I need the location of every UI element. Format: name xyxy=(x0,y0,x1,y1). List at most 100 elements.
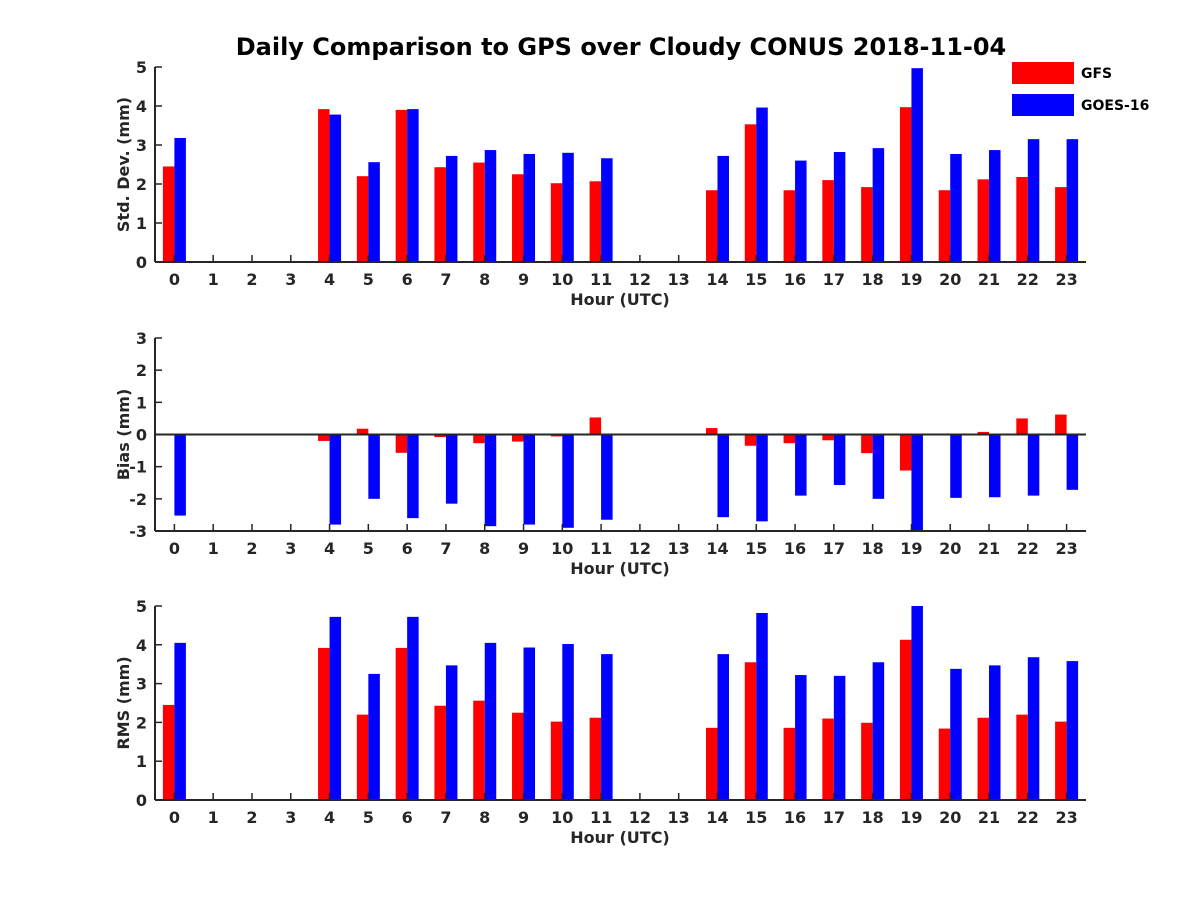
y-tick-label: 5 xyxy=(136,597,147,616)
bar-goes16-0 xyxy=(174,434,186,516)
bar-gfs-11 xyxy=(589,417,602,435)
bar-goes16-5 xyxy=(368,434,380,499)
x-tick-label: 3 xyxy=(285,539,296,558)
bar-gfs-0 xyxy=(162,704,175,800)
x-tick-label: 22 xyxy=(1017,270,1039,289)
bar-gfs-4 xyxy=(318,109,330,263)
bar-gfs-8 xyxy=(473,434,485,444)
y-tick-label: 0 xyxy=(136,426,147,445)
bar-gfs-4 xyxy=(318,434,330,441)
bar-goes16-15 xyxy=(756,434,768,522)
x-axis-label: Hour (UTC) xyxy=(570,559,670,578)
legend-swatch-gfs xyxy=(1012,62,1074,84)
x-tick-label: 13 xyxy=(668,270,690,289)
x-tick-label: 21 xyxy=(978,539,1000,558)
legend-swatch-goes16 xyxy=(1012,94,1074,116)
bar-goes16-14 xyxy=(717,155,729,262)
x-tick-label: 22 xyxy=(1017,808,1039,827)
y-tick-label: 1 xyxy=(136,214,147,233)
bar-gfs-6 xyxy=(395,109,408,263)
bar-gfs-8 xyxy=(473,162,485,262)
bar-gfs-8 xyxy=(473,700,485,800)
bar-gfs-16 xyxy=(783,727,796,800)
x-tick-label: 10 xyxy=(551,539,573,558)
x-tick-label: 12 xyxy=(629,808,651,827)
x-tick-label: 15 xyxy=(745,270,767,289)
y-tick-label: -2 xyxy=(129,490,147,509)
bar-goes16-20 xyxy=(950,434,962,498)
x-tick-label: 11 xyxy=(590,808,612,827)
x-tick-label: 6 xyxy=(402,270,413,289)
y-axis-label: RMS (mm) xyxy=(114,656,133,749)
x-tick-label: 9 xyxy=(518,539,529,558)
bar-gfs-23 xyxy=(1055,187,1067,262)
bar-gfs-10 xyxy=(550,183,563,262)
x-tick-label: 7 xyxy=(440,539,451,558)
bar-goes16-18 xyxy=(872,434,885,499)
bar-goes16-23 xyxy=(1066,139,1079,262)
bar-gfs-7 xyxy=(434,167,446,262)
bar-goes16-21 xyxy=(989,150,1001,262)
bar-goes16-8 xyxy=(484,434,497,527)
y-axis-label: Std. Dev. (mm) xyxy=(114,97,133,232)
bar-goes16-5 xyxy=(368,162,380,262)
bar-goes16-4 xyxy=(329,114,342,262)
bar-goes16-9 xyxy=(523,647,536,800)
x-tick-label: 20 xyxy=(939,808,961,827)
x-tick-label: 23 xyxy=(1055,808,1077,827)
bar-goes16-15 xyxy=(756,612,768,800)
bar-goes16-11 xyxy=(601,434,613,520)
bar-goes16-20 xyxy=(950,153,962,262)
x-tick-label: 19 xyxy=(900,808,922,827)
bar-gfs-15 xyxy=(744,662,757,800)
bar-gfs-15 xyxy=(744,124,757,262)
bar-goes16-23 xyxy=(1066,661,1079,800)
bar-gfs-16 xyxy=(783,190,796,262)
bar-goes16-15 xyxy=(756,107,768,262)
x-tick-label: 5 xyxy=(363,539,374,558)
x-tick-label: 8 xyxy=(479,270,490,289)
x-tick-label: 19 xyxy=(900,270,922,289)
bar-gfs-17 xyxy=(822,434,834,441)
bar-goes16-6 xyxy=(407,434,419,519)
bar-gfs-14 xyxy=(705,727,718,800)
bar-gfs-21 xyxy=(977,431,990,435)
bar-goes16-11 xyxy=(601,654,613,800)
bar-goes16-19 xyxy=(911,68,923,262)
bar-gfs-19 xyxy=(899,434,912,471)
bar-goes16-17 xyxy=(833,152,846,262)
bar-gfs-9 xyxy=(512,712,524,800)
y-tick-label: 3 xyxy=(136,675,147,694)
legend-label-goes16: GOES-16 xyxy=(1081,98,1149,114)
bar-goes16-6 xyxy=(407,616,419,800)
x-tick-label: 21 xyxy=(978,808,1000,827)
bar-goes16-21 xyxy=(989,434,1001,498)
bar-goes16-6 xyxy=(407,109,419,263)
bar-goes16-23 xyxy=(1066,434,1079,490)
x-tick-label: 23 xyxy=(1055,270,1077,289)
bar-goes16-22 xyxy=(1027,139,1040,262)
x-axis-label: Hour (UTC) xyxy=(570,290,670,309)
bar-gfs-19 xyxy=(899,107,912,262)
x-tick-label: 10 xyxy=(551,808,573,827)
bar-gfs-20 xyxy=(938,190,951,262)
x-tick-label: 1 xyxy=(208,539,219,558)
x-tick-label: 17 xyxy=(823,270,845,289)
bar-gfs-20 xyxy=(938,728,951,800)
x-tick-label: 16 xyxy=(784,808,806,827)
y-tick-label: 5 xyxy=(136,58,147,77)
x-tick-label: 11 xyxy=(590,270,612,289)
x-tick-label: 0 xyxy=(169,808,180,827)
x-tick-label: 5 xyxy=(363,808,374,827)
x-tick-label: 1 xyxy=(208,270,219,289)
y-tick-label: 3 xyxy=(136,136,147,155)
y-tick-label: -3 xyxy=(129,522,147,541)
y-tick-label: 0 xyxy=(136,253,147,272)
x-tick-label: 9 xyxy=(518,270,529,289)
bar-gfs-5 xyxy=(356,176,369,262)
bar-goes16-10 xyxy=(562,152,574,262)
